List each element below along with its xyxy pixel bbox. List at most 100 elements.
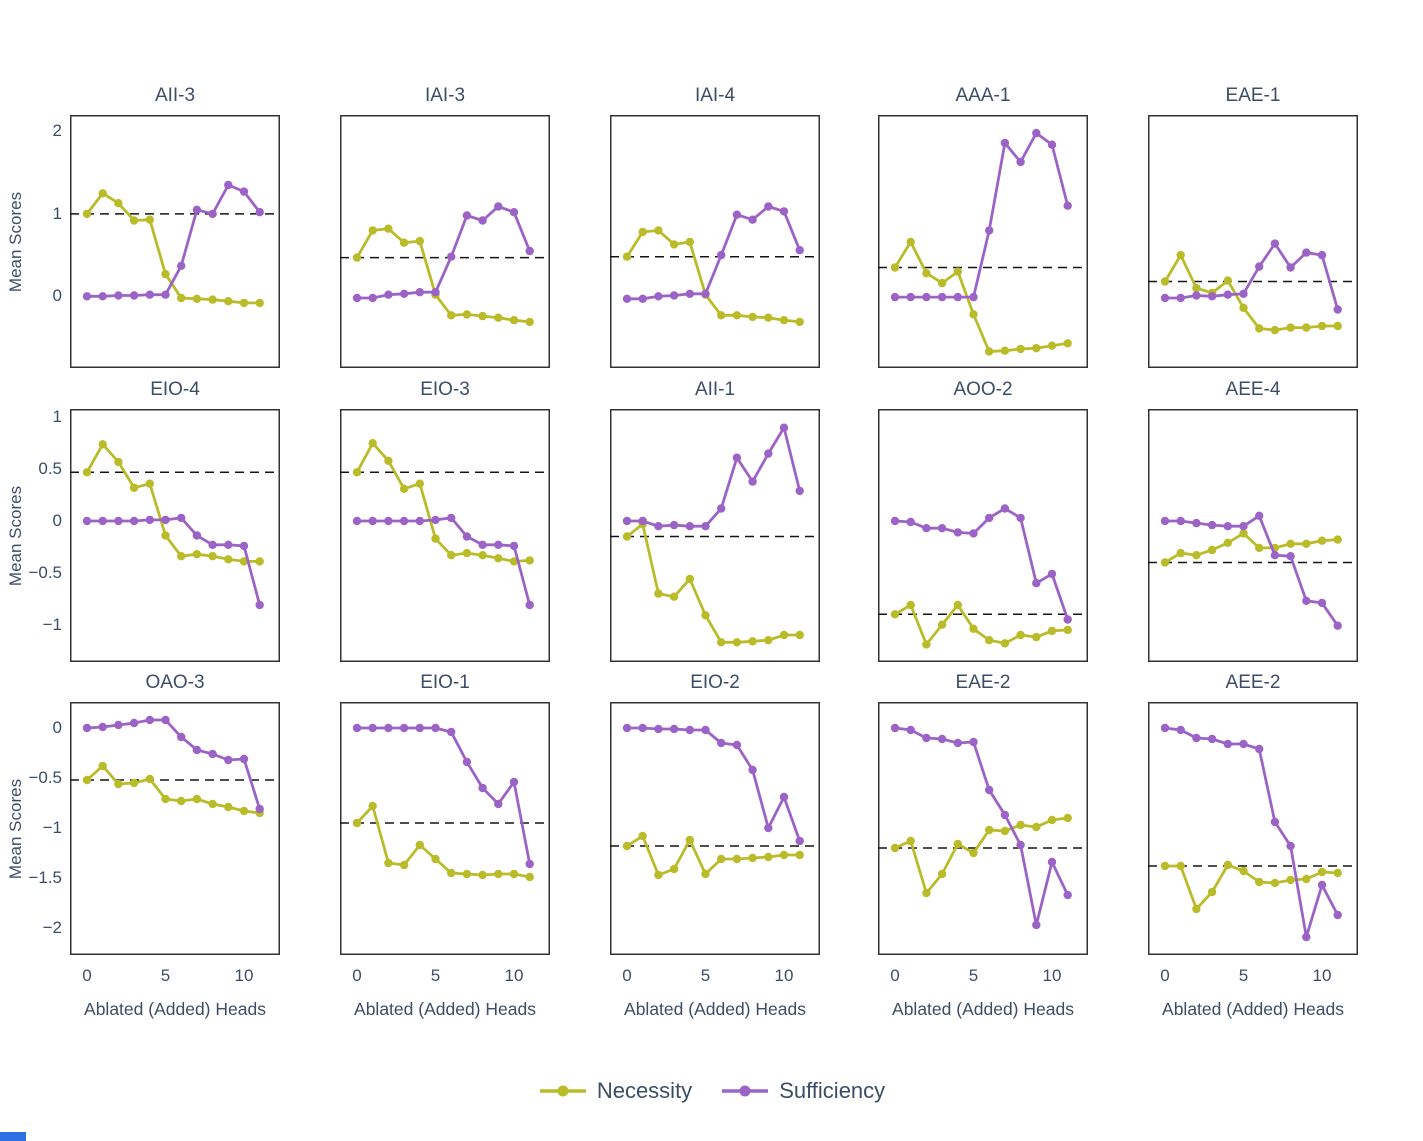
subplot-canvas-aii-3 bbox=[70, 115, 280, 368]
subplot-title-aee-2: AEE-2 bbox=[1225, 672, 1281, 693]
sufficiency-point bbox=[447, 727, 456, 737]
sufficiency-point bbox=[368, 293, 377, 303]
sufficiency-point bbox=[1207, 292, 1217, 301]
necessity-point bbox=[1032, 822, 1041, 832]
sufficiency-point bbox=[494, 799, 503, 809]
necessity-point bbox=[145, 479, 154, 488]
necessity-point bbox=[82, 775, 92, 785]
sufficiency-point bbox=[177, 513, 186, 523]
necessity-point bbox=[525, 556, 534, 565]
sufficiency-point bbox=[764, 202, 773, 211]
sufficiency-point bbox=[937, 292, 947, 302]
sufficiency-line bbox=[1164, 726, 1339, 938]
necessity-point bbox=[1047, 341, 1057, 350]
sufficiency-point bbox=[717, 504, 726, 513]
necessity-point bbox=[224, 297, 233, 306]
sufficiency-point bbox=[1317, 880, 1327, 890]
subplot-plot-eae-2 bbox=[878, 702, 1088, 955]
sufficiency-point bbox=[384, 290, 393, 299]
sufficiency-point bbox=[1302, 248, 1311, 257]
sufficiency-point bbox=[669, 520, 679, 530]
plot-border bbox=[70, 702, 280, 955]
sufficiency-point bbox=[98, 516, 107, 526]
sufficiency-point bbox=[985, 226, 994, 235]
necessity-point bbox=[145, 215, 154, 224]
x-tick-label: 0 bbox=[622, 966, 632, 985]
sufficiency-point bbox=[494, 540, 503, 549]
subplot-plot-aoo-2 bbox=[878, 409, 1088, 662]
sufficiency-point bbox=[255, 804, 264, 814]
legend-label-necessity: Necessity bbox=[596, 1078, 693, 1103]
sufficiency-point bbox=[239, 541, 249, 551]
sufficiency-point bbox=[748, 215, 757, 224]
necessity-point bbox=[478, 311, 487, 321]
necessity-point bbox=[1333, 535, 1342, 544]
sufficiency-line bbox=[627, 204, 801, 301]
sufficiency-point bbox=[717, 738, 726, 748]
x-axis-label: Ablated (Added) Heads bbox=[1162, 999, 1344, 1019]
necessity-point bbox=[415, 479, 424, 488]
x-tick-label: 0 bbox=[82, 966, 92, 985]
necessity-point bbox=[1176, 548, 1185, 558]
sufficiency-point bbox=[1333, 305, 1342, 314]
necessity-point bbox=[1223, 538, 1232, 547]
subplot-plot-aee-4 bbox=[1148, 409, 1358, 662]
sufficiency-point bbox=[937, 524, 947, 533]
necessity-point bbox=[525, 872, 534, 882]
plot-border bbox=[610, 115, 820, 368]
sufficiency-point bbox=[732, 210, 742, 219]
necessity-point bbox=[114, 199, 123, 208]
subplot-title-aii-1: AII-1 bbox=[694, 379, 736, 400]
necessity-point bbox=[114, 457, 123, 467]
sufficiency-point bbox=[1000, 138, 1010, 148]
x-tick-label: 0 bbox=[1160, 966, 1170, 985]
necessity-point bbox=[717, 854, 726, 864]
necessity-point bbox=[208, 552, 217, 561]
sufficiency-line-swatch bbox=[722, 1085, 769, 1097]
sufficiency-line bbox=[894, 506, 1070, 620]
sufficiency-point bbox=[748, 765, 757, 775]
sufficiency-point bbox=[98, 722, 107, 732]
sufficiency-point bbox=[654, 724, 663, 734]
subplot-canvas-eae-2 bbox=[878, 702, 1088, 955]
necessity-point bbox=[669, 864, 679, 874]
sufficiency-point bbox=[1286, 841, 1295, 851]
y-tick-label: −1.5 bbox=[28, 868, 62, 887]
x-tick-label: 10 bbox=[1042, 966, 1062, 985]
sufficiency-line bbox=[627, 424, 802, 528]
subplot-plot-aee-2 bbox=[1148, 702, 1358, 955]
sufficiency-point bbox=[82, 723, 92, 733]
necessity-point bbox=[525, 317, 534, 327]
necessity-point bbox=[1047, 815, 1057, 825]
sufficiency-point bbox=[1160, 516, 1170, 526]
sufficiency-line bbox=[87, 183, 261, 298]
sufficiency-point bbox=[985, 785, 994, 795]
necessity-point bbox=[82, 209, 92, 219]
x-tick-label: 0 bbox=[890, 966, 900, 985]
plot-border bbox=[878, 115, 1088, 368]
sufficiency-point bbox=[795, 836, 804, 846]
sufficiency-point bbox=[764, 449, 773, 458]
necessity-point bbox=[208, 295, 217, 304]
sufficiency-point bbox=[114, 516, 123, 526]
sufficiency-point bbox=[622, 723, 632, 733]
necessity-point bbox=[1239, 866, 1248, 876]
sufficiency-point bbox=[192, 205, 202, 214]
necessity-point bbox=[1207, 887, 1217, 897]
sufficiency-point bbox=[177, 261, 186, 270]
necessity-point bbox=[98, 440, 107, 449]
sufficiency-point bbox=[177, 732, 186, 742]
necessity-point bbox=[177, 293, 186, 303]
sufficiency-point bbox=[415, 288, 424, 297]
sufficiency-point bbox=[1333, 910, 1342, 920]
sufficiency-line bbox=[895, 131, 1070, 299]
x-tick-label: 10 bbox=[504, 966, 524, 985]
subplot-plot-eae-1 bbox=[1148, 115, 1358, 368]
necessity-point bbox=[779, 630, 789, 640]
necessity-point bbox=[447, 311, 456, 320]
plot-border bbox=[70, 409, 280, 662]
x-axis-label: Ablated (Added) Heads bbox=[624, 999, 806, 1019]
sufficiency-point bbox=[1239, 739, 1248, 749]
sufficiency-point bbox=[906, 292, 915, 302]
